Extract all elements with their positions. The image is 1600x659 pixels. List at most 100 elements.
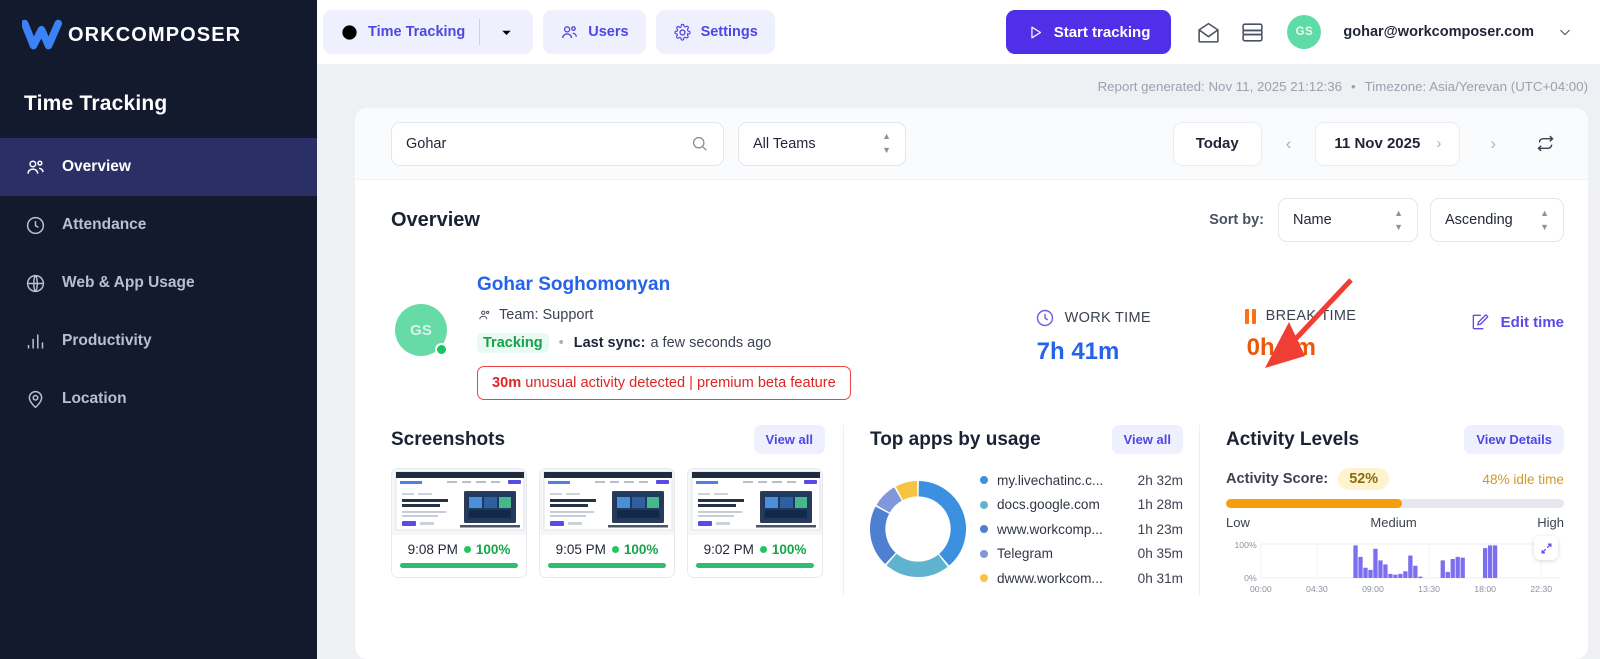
prev-day-button[interactable]: ‹ [1285,133,1292,153]
work-time-metric: WORK TIME 7h 41m [1035,308,1245,366]
screenshot-card[interactable]: 9:05 PM 100% [539,468,675,578]
activity-view-details-button[interactable]: View Details [1464,425,1564,454]
sidebar-item-attendance[interactable]: Attendance [0,196,317,254]
x-tick-label: 04:30 [1306,584,1328,594]
app-name: my.livechatinc.c... [997,472,1104,488]
app-usage-item[interactable]: docs.google.com 1h 28m [980,493,1183,518]
legend-color-dot [980,549,988,558]
users-icon [24,156,46,178]
team-select[interactable]: All Teams ▲ ▼ [738,121,906,166]
sidebar-item-label: Productivity [62,332,152,349]
activity-bar [1373,548,1378,578]
screenshots-widget: Screenshots View all [391,425,843,596]
avatar[interactable]: GS [395,304,448,356]
activity-bar [1398,573,1403,578]
sidebar-item-label: Attendance [62,216,147,233]
user-menu-button[interactable] [1548,15,1582,49]
person-team: Team: Support [477,307,851,323]
screenshot-thumbnail[interactable] [392,469,526,535]
report-meta: Report generated: Nov 11, 2025 21:12:36 … [317,64,1600,108]
screenshots-view-all-button[interactable]: View all [753,425,825,454]
sort-direction-select[interactable]: Ascending ▲ ▼ [1430,198,1564,242]
activity-levels-widget: Activity Levels View Details Activity Sc… [1199,425,1564,596]
separator: • [558,335,564,351]
screenshot-percent: 100% [475,542,511,557]
pencil-square-icon [1472,314,1488,330]
sidebar-item-overview[interactable]: Overview [0,138,317,196]
sidebar-item-web-app-usage[interactable]: Web & App Usage [0,254,317,312]
chevron-updown-icon: ▲ ▼ [882,131,891,155]
donut-segment [876,487,903,514]
users-button[interactable]: Users [543,10,646,54]
screenshot-activity: 100% [463,542,511,557]
donut-segment [870,506,896,565]
inbox-icon [1242,22,1263,42]
top-apps-content: my.livechatinc.c... 2h 32m docs.google.com… [870,468,1183,591]
settings-button-label: Settings [700,24,758,40]
activity-chart: 100% 0% 00:00 04:30 09:00 13:30 18:00 22:30 [1226,534,1564,596]
sidebar-item-productivity[interactable]: Productivity [0,312,317,370]
module-time-tracking-button[interactable]: Time Tracking [323,10,479,54]
search-input[interactable] [406,135,682,152]
donut-segment [895,481,918,501]
top-apps-view-all-button[interactable]: View all [1111,425,1183,454]
next-day-button[interactable]: › [1490,133,1496,153]
legend-color-dot [980,525,988,534]
activity-bar [1460,557,1465,578]
work-time-value: 7h 41m [1036,338,1120,365]
scale-medium: Medium [1370,515,1417,530]
sort-field-select[interactable]: Name ▲ ▼ [1278,198,1418,242]
screenshot-list: 9:08 PM 100% [391,468,825,578]
search-field[interactable] [391,121,724,166]
activity-bar [1388,573,1393,578]
brand-name: ORKCOMPOSER [68,23,242,46]
avatar[interactable]: GS [1287,15,1322,49]
app-name: www.workcomp... [997,521,1103,537]
activity-progress-track [1226,499,1564,508]
app-usage-item[interactable]: dwww.workcom... 0h 31m [980,566,1183,591]
top-apps-header: Top apps by usage View all [870,425,1183,454]
brand-logo[interactable]: ORKCOMPOSER [0,0,317,70]
screenshot-thumbnail[interactable] [540,469,674,535]
avatar-initials: GS [1295,26,1314,38]
search-icon[interactable] [690,134,709,153]
expand-chart-button[interactable] [1534,536,1558,560]
online-status-dot [435,343,448,356]
refresh-button[interactable] [1526,125,1564,163]
clock-icon [24,214,46,236]
screenshot-card[interactable]: 9:02 PM 100% [687,468,823,578]
report-timezone: Timezone: Asia/Yerevan (UTC+04:00) [1364,78,1588,94]
inbox-button[interactable] [1235,15,1269,49]
activity-score-row: Activity Score: 52% 48% idle time [1226,468,1564,490]
module-switcher[interactable]: Time Tracking [323,10,534,54]
main-area: Time Tracking Users Settings Start track… [317,0,1600,659]
scale-high: High [1537,515,1564,530]
app-usage-item[interactable]: Telegram 0h 35m [980,542,1183,567]
today-button[interactable]: Today [1172,121,1262,166]
screenshot-card[interactable]: 9:08 PM 100% [391,468,527,578]
mail-button[interactable] [1191,15,1225,49]
app-usage-item[interactable]: www.workcomp... 1h 23m [980,517,1183,542]
chevron-updown-icon: ▲ ▼ [1540,207,1549,232]
app-duration: 1h 28m [1137,497,1183,513]
app-usage-item[interactable]: my.livechatinc.c... 2h 32m [980,468,1183,493]
edit-time-button[interactable]: Edit time [1470,312,1564,332]
module-dropdown-button[interactable] [480,10,533,54]
settings-button[interactable]: Settings [655,10,775,54]
screenshot-percent: 100% [771,542,807,557]
date-label: 11 Nov 2025 [1334,135,1421,152]
sort-by-label: Sort by: [1209,212,1264,228]
date-picker-button[interactable]: 11 Nov 2025 › [1315,121,1461,166]
screenshot-activity: 100% [759,542,807,557]
activity-header: Activity Levels View Details [1226,425,1564,454]
person-name-link[interactable]: Gohar Soghomonyan [477,274,671,295]
screenshot-thumbnail[interactable] [688,469,822,535]
edit-time-label: Edit time [1500,313,1564,331]
start-tracking-button[interactable]: Start tracking [1005,10,1172,54]
activity-bar [1403,571,1408,578]
chevron-updown-icon: ▲ ▼ [1394,207,1403,232]
team-icon [479,310,490,319]
module-label: Time Tracking [368,24,466,40]
screenshot-activity-bar [548,563,666,568]
sidebar-item-location[interactable]: Location [0,370,317,428]
